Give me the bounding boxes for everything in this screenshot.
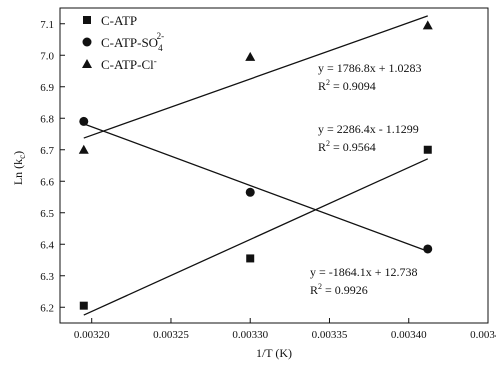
fit-line-square [83,158,429,316]
triangle-point-2 [422,20,433,30]
x-tick-label-5: 0.00345 [470,329,496,341]
y-axis-label: Ln (kc) [11,151,27,185]
circle-point-2 [423,244,433,254]
circle-point-0 [79,116,89,126]
y-tick-label-1: 6.3 [40,271,54,283]
triangle-point-0 [78,144,89,154]
legend-label-c-atp-so4: C-ATP-SO42- [101,31,164,53]
x-tick-label-4: 0.00340 [391,329,427,341]
axis-ticks: 0.00320 0.00325 0.00330 0.00335 0.00340 0.003… [40,19,496,341]
x-tick-label-0: 0.00320 [74,329,110,341]
x-tick-label-2: 0.00330 [232,329,268,341]
square-point-1 [246,254,255,263]
equation-c-atp-so4: y = -1864.1x + 12.738 [310,265,418,279]
legend-marker-circle [82,37,92,47]
y-tick-label-9: 7.1 [40,19,54,31]
square-point-2 [423,145,432,154]
legend-label-c-atp-cl: C-ATP-Cl- [101,56,157,72]
fit-lines [83,15,429,316]
x-axis-label: 1/T (K) [256,346,292,360]
y-tick-label-3: 6.5 [40,208,54,220]
legend-label-c-atp: C-ATP [101,13,137,28]
y-tick-label-8: 7.0 [40,50,54,62]
r2-c-atp-cl: R2 = 0.9094 [318,78,376,93]
x-tick-label-3: 0.00335 [312,329,348,341]
fit-annotations: y = 1786.8x + 1.0283 R2 = 0.9094 y = 228… [310,61,422,297]
fit-line-circle [83,123,428,252]
square-point-0 [79,301,88,310]
fit-line-triangle [83,15,428,139]
y-tick-label-7: 6.9 [40,82,54,94]
y-tick-label-6: 6.8 [40,113,54,125]
circle-point-1 [245,187,255,197]
y-tick-label-5: 6.7 [40,145,54,157]
y-tick-label-4: 6.6 [40,176,54,188]
y-tick-label-2: 6.4 [40,239,54,251]
equation-c-atp-cl: y = 1786.8x + 1.0283 [318,61,422,75]
legend-marker-square [83,16,91,24]
y-tick-label-0: 6.2 [40,302,54,314]
legend-marker-triangle [82,59,92,68]
plot-frame [59,7,489,324]
equation-c-atp: y = 2286.4x - 1.1299 [318,122,419,136]
r2-c-atp: R2 = 0.9564 [318,139,376,154]
data-markers [78,20,433,310]
x-tick-label-1: 0.00325 [153,329,189,341]
r2-c-atp-so4: R2 = 0.9926 [310,282,368,297]
triangle-point-1 [245,51,256,61]
legend: C-ATP C-ATP-SO42- C-ATP-Cl- [82,13,164,72]
